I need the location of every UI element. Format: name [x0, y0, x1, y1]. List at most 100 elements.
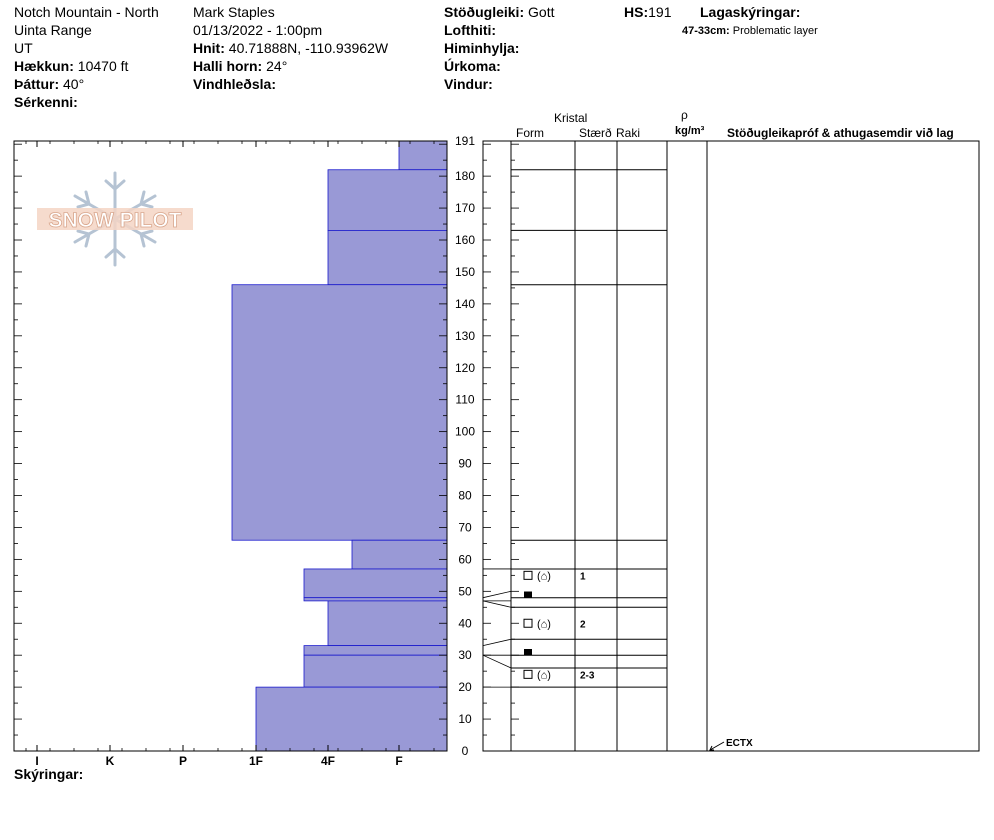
test-arrow: [709, 741, 725, 751]
observer-name: Mark Staples: [193, 4, 275, 20]
layer-note-range: 47-33cm:: [682, 25, 730, 37]
legend-label: Skýringar:: [14, 766, 84, 782]
axis-ticks: I K P 1F 4F F 0 10 20 30 40 50 60 70 80 90 100 110 120 130 1…: [14, 134, 519, 768]
grain-size: 1: [580, 571, 586, 582]
depth-label: 110: [455, 393, 474, 407]
aspect-row: Þáttur: 40°: [14, 75, 84, 93]
depth-label: 0: [462, 744, 469, 758]
observation-datetime: 01/13/2022 - 1:00pm: [193, 22, 323, 38]
depth-label: 90: [458, 457, 472, 471]
layer-connector: [482, 600, 512, 608]
wind-loading-label: Vindhleðsla:: [193, 76, 276, 92]
hardness-bar: [327, 169, 448, 231]
hardness-label: F: [395, 754, 402, 768]
hardness-bar: [303, 597, 448, 602]
hardness-bar: [398, 140, 448, 171]
layer-notes-label: Lagaskýringar:: [700, 4, 801, 20]
form-header: Form: [516, 126, 544, 140]
location-name: Notch Mountain - North: [14, 4, 159, 20]
hardness-label: 4F: [321, 754, 335, 768]
location-state: UT: [14, 40, 33, 56]
hardness-bar: [327, 600, 448, 647]
hs-label: HS:: [624, 4, 649, 20]
elevation-row: Hækkun: 10470 ft: [14, 57, 128, 75]
stability-test-result: ECTX: [726, 738, 753, 749]
depth-label: 60: [458, 552, 472, 566]
hardness-label: P: [179, 754, 187, 768]
facet-paren-symbol: (⌂): [537, 618, 551, 630]
hardness-bar: [303, 654, 448, 688]
depth-label: 10: [458, 712, 472, 726]
layer-connector: [482, 638, 512, 646]
left-chart-border: [13, 140, 448, 752]
density-unit-header: kg/m³: [675, 125, 705, 137]
hardness-bar: [327, 230, 448, 286]
depth-label: 160: [455, 233, 475, 247]
layer-note-text: Problematic layer: [732, 25, 818, 37]
stability-label: Stöðugleiki:: [444, 4, 525, 20]
hardness-bars: [231, 140, 448, 752]
hardness-bar: [303, 645, 448, 656]
hardness-bar: [255, 686, 448, 752]
depth-label: 180: [455, 169, 475, 183]
layer-note: 47-33cm: Problematic layer: [682, 22, 818, 40]
hardness-bar: [231, 284, 448, 541]
layer-connector: [482, 654, 512, 669]
grain-size: 2-3: [580, 670, 595, 681]
wind-label: Vindur:: [444, 76, 493, 92]
aspect-label: Þáttur:: [14, 76, 60, 92]
elevation-value: 10470 ft: [77, 58, 129, 74]
layer-connector: [482, 590, 512, 599]
grain-size: 2: [580, 619, 586, 630]
depth-label: 100: [455, 425, 475, 439]
slope-label: Halli horn:: [193, 58, 263, 74]
facet-symbol: [523, 570, 533, 580]
size-header: Stærð: [579, 126, 612, 140]
sky-label: Himinhylja:: [444, 40, 520, 56]
facet-paren-symbol: (⌂): [537, 570, 551, 582]
stability-value: Gott: [528, 4, 555, 20]
depth-label: 120: [455, 361, 475, 375]
slope-value: 24°: [266, 58, 288, 74]
coords-label: Hnit:: [193, 40, 225, 56]
depth-label: 140: [455, 297, 475, 311]
depth-label: 130: [455, 329, 475, 343]
precip-label: Úrkoma:: [444, 58, 501, 74]
location-range: Uinta Range: [14, 22, 92, 38]
layer-columns: (⌂) 1 (⌂) 2 (⌂) 2-3 ECTX: [482, 140, 753, 751]
stability-row: Stöðugleiki: Gott: [444, 3, 554, 21]
facet-symbol: [523, 618, 533, 628]
logo-text: SNOW PILOT: [49, 209, 182, 232]
hs-value: 191: [648, 4, 672, 20]
depth-label: 30: [458, 648, 472, 662]
slope-row: Halli horn: 24°: [193, 57, 287, 75]
test-arrow-head: [709, 745, 714, 751]
features-label: Sérkenni:: [14, 94, 78, 110]
moisture-header: Raki: [616, 126, 641, 140]
hardness-bar: [303, 568, 448, 599]
snowpilot-logo: SNOW PILOT: [37, 171, 193, 267]
depth-label: 70: [458, 520, 472, 534]
hardness-bar: [351, 539, 448, 570]
hardness-label: K: [106, 754, 115, 768]
chart-frame: [13, 140, 980, 752]
aspect-value: 40°: [63, 76, 85, 92]
depth-label: 150: [455, 265, 475, 279]
depth-label: 80: [458, 489, 472, 503]
hardness-label: 1F: [249, 754, 263, 768]
elevation-label: Hækkun:: [14, 58, 74, 74]
depth-label: 50: [458, 584, 472, 598]
depth-label: 20: [458, 680, 472, 694]
right-table-border: [482, 140, 980, 752]
hardness-label: I: [35, 754, 38, 768]
facet-symbol: [523, 669, 533, 679]
coords-row: Hnit: 40.71888N, -110.93962W: [193, 39, 388, 57]
hs-row: HS:191: [624, 3, 671, 21]
depth-label: 170: [455, 201, 475, 215]
air-temp-label: Lofthiti:: [444, 22, 497, 38]
tests-header: Stöðugleikapróf & athugasemdir við lag: [727, 126, 954, 140]
rho-header: ρ: [681, 108, 688, 122]
depth-label: 191: [455, 134, 475, 148]
crystal-header: Kristal: [554, 111, 588, 125]
